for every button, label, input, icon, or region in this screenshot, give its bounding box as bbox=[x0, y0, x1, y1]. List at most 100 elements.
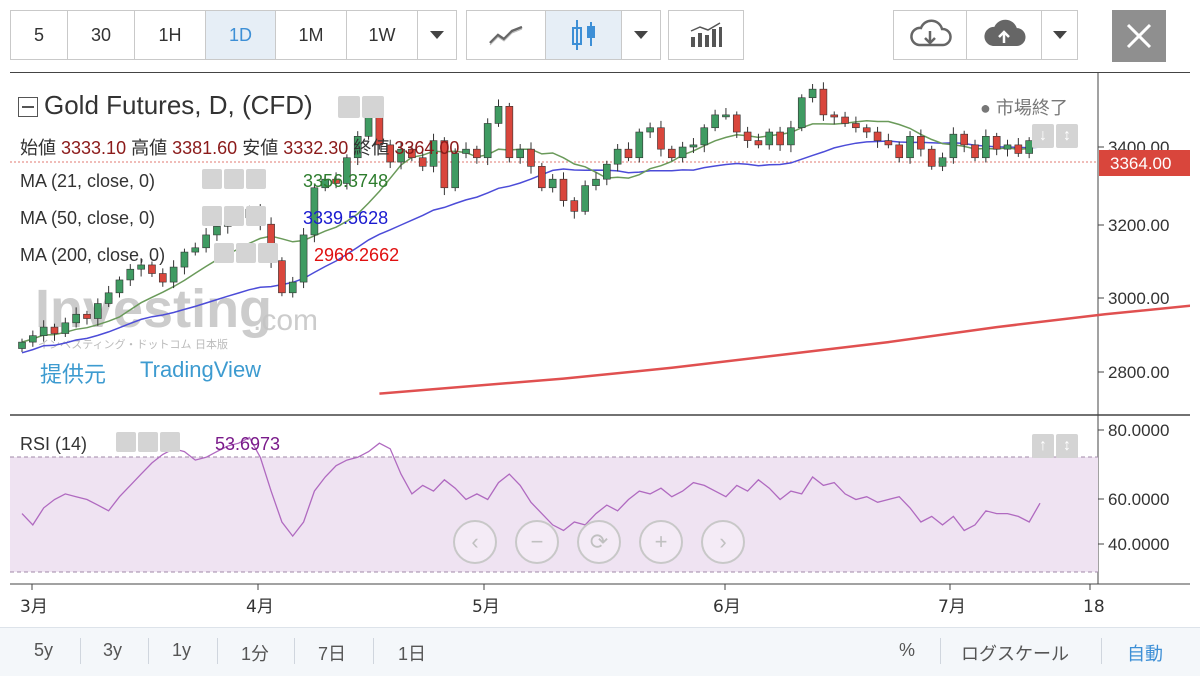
range-1d-button[interactable]: 1日 bbox=[398, 644, 427, 664]
rsi-controls[interactable] bbox=[116, 432, 182, 452]
provider-link[interactable]: TradingView bbox=[140, 357, 262, 382]
gear-icon[interactable] bbox=[236, 243, 256, 263]
arrow-up-icon[interactable]: ↑ bbox=[1032, 434, 1054, 458]
zoom-in-button[interactable]: + bbox=[639, 520, 683, 564]
time-axis-label: 5月 bbox=[472, 597, 500, 617]
candle bbox=[776, 126, 784, 151]
auto-scale-button[interactable]: 自動 bbox=[1127, 644, 1163, 664]
indicator-ma21[interactable]: MA (21, close, 0) bbox=[20, 171, 155, 192]
market-status: ● 市場終了 bbox=[980, 98, 1068, 118]
indicator-ma200[interactable]: MA (200, close, 0) bbox=[20, 245, 165, 266]
divider bbox=[294, 638, 295, 664]
candle bbox=[115, 276, 124, 298]
range-1y-button[interactable]: 1y bbox=[172, 640, 192, 660]
indicators-icon bbox=[690, 22, 722, 47]
candle bbox=[787, 120, 795, 153]
save-dropdown-button[interactable] bbox=[1041, 10, 1078, 60]
candle bbox=[754, 133, 763, 149]
range-5y-button[interactable]: 5y bbox=[34, 640, 54, 660]
rsi-scale-arrows[interactable]: ↑ ↕ bbox=[1032, 434, 1080, 458]
close-icon[interactable] bbox=[160, 432, 180, 452]
candle bbox=[321, 174, 330, 192]
indicator-ma50-controls[interactable] bbox=[202, 206, 268, 226]
reset-button[interactable]: ⟳ bbox=[577, 520, 621, 564]
eye-icon[interactable] bbox=[116, 432, 136, 452]
candle bbox=[353, 131, 362, 166]
interval-1m-button[interactable]: 1M bbox=[275, 10, 347, 60]
candlestick-chart-button[interactable] bbox=[545, 10, 622, 60]
rsi-axis-label: 40.0000 bbox=[1108, 535, 1169, 554]
chart-area[interactable]: Investing .com インベスティング・ドットコム 日本版 3400.0… bbox=[10, 72, 1190, 627]
range-3y-button[interactable]: 3y bbox=[103, 640, 123, 660]
divider bbox=[148, 638, 149, 664]
gear-icon[interactable] bbox=[138, 432, 158, 452]
close-icon[interactable] bbox=[246, 169, 266, 189]
collapse-icon[interactable] bbox=[18, 97, 38, 118]
candle bbox=[711, 109, 719, 132]
candle bbox=[473, 145, 481, 164]
candle bbox=[884, 133, 893, 149]
range-1min-button[interactable]: 1分 bbox=[241, 644, 270, 664]
interval-1w-button[interactable]: 1W bbox=[346, 10, 418, 60]
arrow-updown-icon[interactable]: ↕ bbox=[1056, 434, 1078, 458]
candle bbox=[61, 317, 70, 337]
log-scale-button[interactable]: ログスケール bbox=[961, 644, 1069, 664]
candle bbox=[288, 276, 297, 298]
eye-icon[interactable] bbox=[337, 96, 360, 119]
candle bbox=[278, 257, 286, 297]
candle bbox=[18, 338, 26, 352]
candle bbox=[819, 82, 828, 121]
time-axis-label: 3月 bbox=[20, 597, 48, 617]
arrow-updown-icon[interactable]: ↕ bbox=[1056, 124, 1078, 148]
close-icon[interactable] bbox=[246, 206, 266, 226]
interval-dropdown-button[interactable] bbox=[417, 10, 457, 60]
save-chart-button[interactable] bbox=[966, 10, 1042, 60]
gear-icon[interactable] bbox=[224, 169, 244, 189]
current-price-label: 3364.00 bbox=[1110, 154, 1171, 173]
indicator-ma200-controls[interactable] bbox=[214, 243, 280, 263]
candle bbox=[310, 184, 319, 243]
percent-scale-button[interactable]: % bbox=[899, 640, 916, 660]
candle bbox=[613, 144, 622, 172]
interval-1d-button[interactable]: 1D bbox=[205, 10, 276, 60]
interval-5-button[interactable]: 5 bbox=[10, 10, 68, 60]
load-chart-button[interactable] bbox=[893, 10, 967, 60]
candle bbox=[700, 124, 709, 153]
scroll-left-button[interactable]: ‹ bbox=[453, 520, 497, 564]
watermark-brand: Investing bbox=[35, 279, 272, 339]
rsi-axis-label: 60.0000 bbox=[1108, 490, 1169, 509]
candle bbox=[505, 102, 514, 163]
indicators-button[interactable] bbox=[668, 10, 744, 60]
interval-1h-button[interactable]: 1H bbox=[134, 10, 206, 60]
candle bbox=[732, 111, 741, 139]
line-chart-button[interactable] bbox=[466, 10, 546, 60]
candle bbox=[570, 197, 579, 219]
indicator-ma21-value: 3356.3748 bbox=[303, 171, 389, 191]
scale-arrows[interactable]: ↓ ↕ bbox=[1032, 124, 1080, 148]
gear-icon[interactable] bbox=[224, 206, 244, 226]
candle bbox=[949, 127, 958, 164]
candle bbox=[862, 124, 871, 139]
high-value: 3381.60 bbox=[172, 138, 238, 158]
scroll-right-button[interactable]: › bbox=[701, 520, 745, 564]
eye-icon[interactable] bbox=[214, 243, 234, 263]
range-7d-button[interactable]: 7日 bbox=[318, 644, 347, 664]
gear-icon[interactable] bbox=[361, 96, 384, 119]
interval-30-button[interactable]: 30 bbox=[67, 10, 135, 60]
indicator-label: MA (50, close, 0) bbox=[20, 208, 156, 228]
candlestick-icon bbox=[571, 20, 595, 50]
zoom-out-button[interactable]: − bbox=[515, 520, 559, 564]
candle bbox=[408, 145, 416, 162]
candle bbox=[657, 120, 665, 157]
close-icon[interactable] bbox=[258, 243, 278, 263]
chart-type-dropdown-button[interactable] bbox=[621, 10, 661, 60]
close-button[interactable] bbox=[1112, 10, 1166, 62]
arrow-down-icon[interactable]: ↓ bbox=[1032, 124, 1054, 148]
eye-icon[interactable] bbox=[202, 206, 222, 226]
indicator-ma50[interactable]: MA (50, close, 0) bbox=[20, 208, 155, 229]
candle bbox=[906, 131, 914, 164]
eye-icon[interactable] bbox=[202, 169, 222, 189]
candle bbox=[386, 139, 395, 169]
close-icon bbox=[1126, 23, 1152, 49]
indicator-ma21-controls[interactable] bbox=[202, 169, 268, 189]
